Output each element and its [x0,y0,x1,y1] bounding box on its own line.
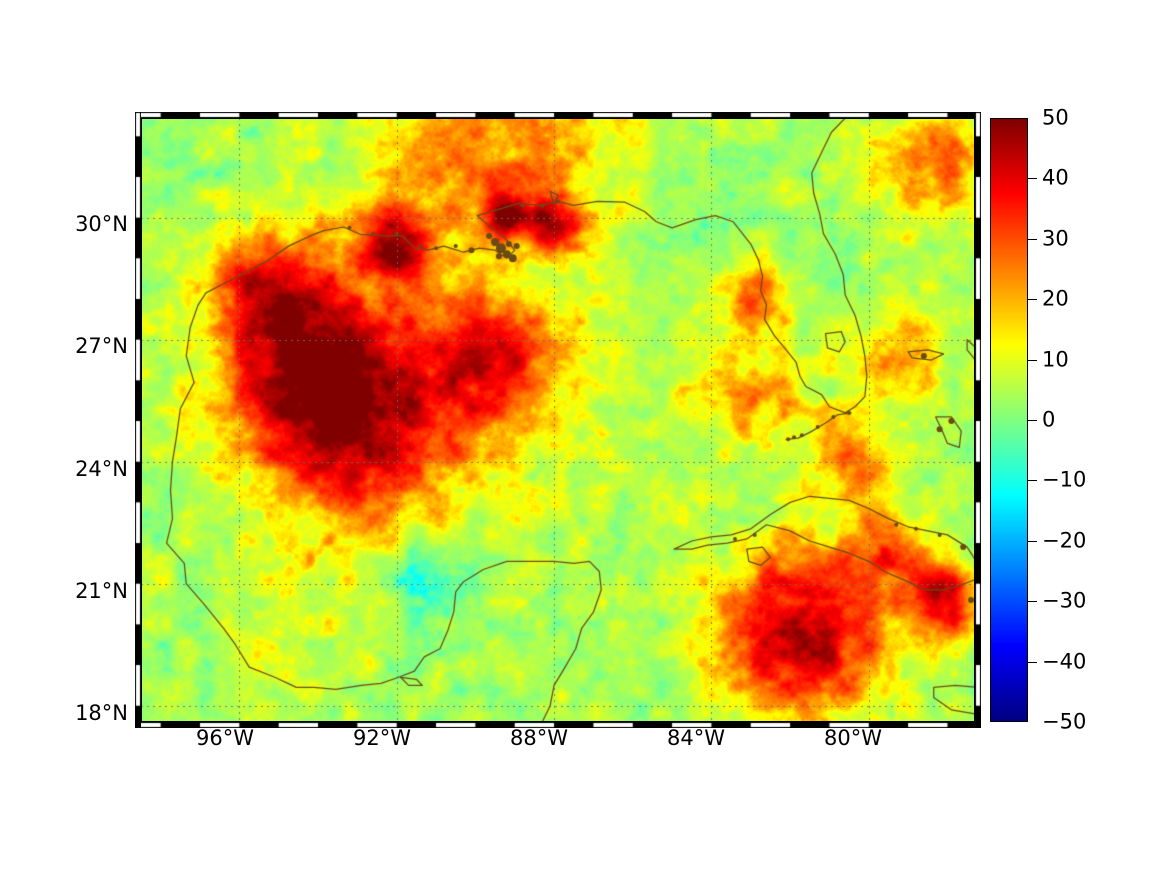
colorbar-tick [1028,662,1037,663]
colorbar-tick [1028,541,1037,542]
colorbar-tick-label: −50 [1042,709,1087,734]
ytick-label-18n: 18°N [75,701,128,725]
colorbar-gradient [990,118,1028,722]
colorbar-tick-label: −20 [1042,528,1087,553]
colorbar-tick [1028,239,1037,240]
colorbar-tick-label: 20 [1042,286,1069,311]
map-frame-top [135,112,981,118]
xtick-label-92w: 92°W [353,726,411,750]
xtick-label-88w: 88°W [510,726,568,750]
ytick-label-30n: 30°N [75,212,128,236]
ytick-label-24n: 24°N [75,457,128,481]
heatmap-raster [141,118,975,722]
xtick-label-84w: 84°W [667,726,725,750]
xtick-label-96w: 96°W [196,726,254,750]
colorbar-tick-label: −30 [1042,588,1087,613]
ytick-label-21n: 21°N [75,579,128,603]
colorbar[interactable] [990,118,1028,722]
colorbar-tick-label: 0 [1042,407,1056,432]
xtick-label-80w: 80°W [824,726,882,750]
colorbar-tick-label: 10 [1042,347,1069,372]
colorbar-tick-label: −40 [1042,649,1087,674]
colorbar-tick [1028,360,1037,361]
map-frame-right [975,112,981,728]
map-frame-bottom [135,722,981,728]
colorbar-tick [1028,601,1037,602]
colorbar-tick-label: −10 [1042,467,1087,492]
colorbar-tick-label: 40 [1042,165,1069,190]
map-frame-left [135,112,141,728]
colorbar-tick-label: 30 [1042,226,1069,251]
colorbar-tick [1028,299,1037,300]
colorbar-tick [1028,178,1037,179]
colorbar-tick-label: 50 [1042,105,1069,130]
map-plot-area[interactable] [141,118,975,722]
colorbar-tick [1028,420,1037,421]
colorbar-tick [1028,480,1037,481]
ytick-label-27n: 27°N [75,334,128,358]
latitude-axis-labels: 30°N 27°N 24°N 21°N 18°N [0,0,128,875]
